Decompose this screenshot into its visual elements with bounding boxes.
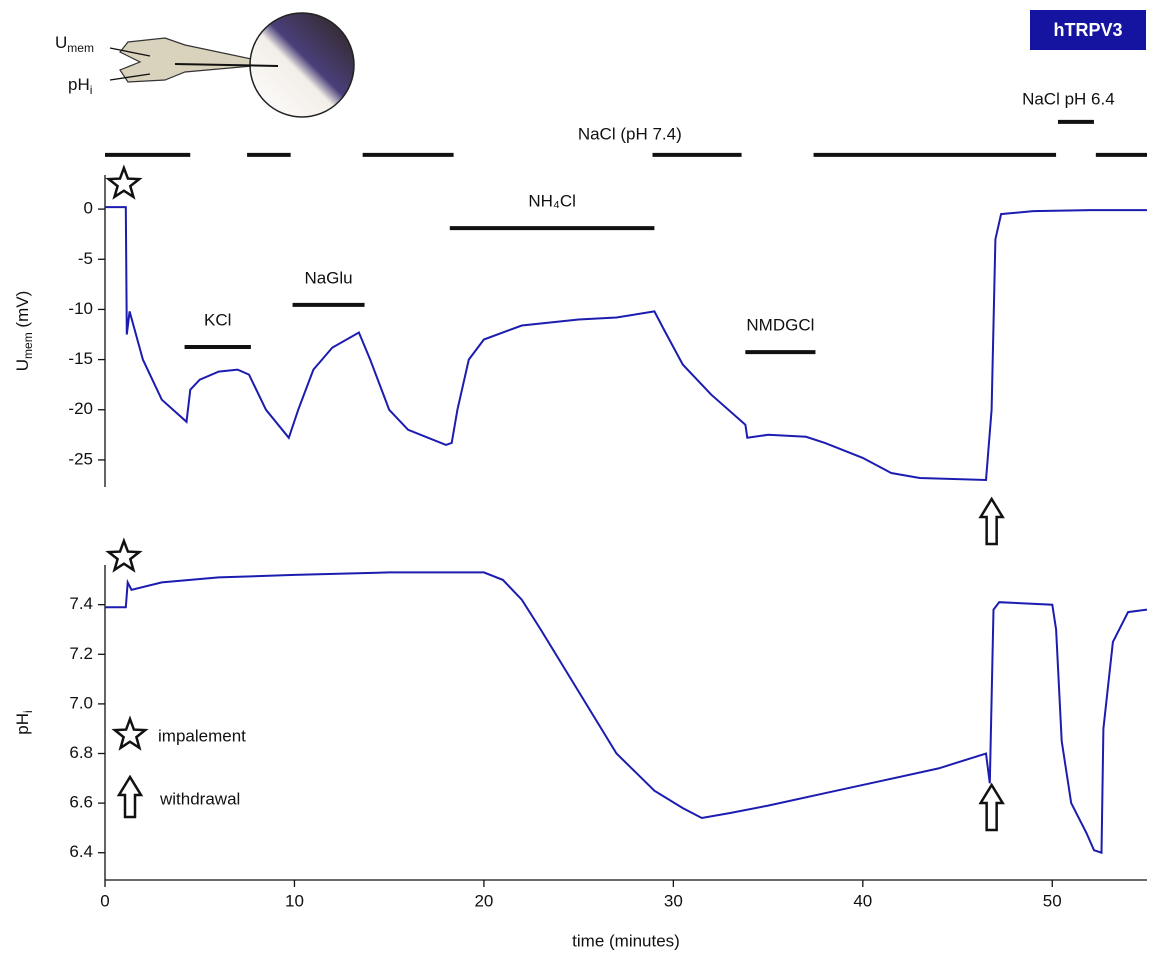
cartoon [110,13,354,117]
solution-label: NMDGCl [746,316,814,335]
y-tick-label: -5 [78,249,93,268]
trace [105,207,1147,480]
y-tick-label: -25 [68,449,93,468]
solution-label: KCl [204,311,231,330]
legend-star [115,719,145,748]
x-tick-label: 30 [664,891,683,910]
solution-label: NaCl pH 6.4 [1022,90,1115,109]
x-axis-label: time (minutes) [572,931,680,950]
withdrawal-arrow [981,499,1003,544]
label-main: pH [68,75,90,94]
y-tick-label: -15 [68,349,93,368]
x-tick-label: 20 [474,891,493,910]
chart: Umem pHi hTRPV3 0-5-10-15-20-25Umem (mV)… [0,0,1157,955]
y-label-part: mem [21,332,35,359]
solution-label: NH₄Cl [528,192,576,211]
legend-arrow [119,777,141,817]
y-tick-label: -10 [68,299,93,318]
y-label-part: (mV) [13,291,32,333]
cartoon-umem-label: Umem [55,33,94,55]
y-tick-label: 7.4 [69,594,93,613]
x-tick-label: 40 [853,891,872,910]
label-sub: i [90,83,93,97]
y-tick-label: 0 [84,199,93,218]
badge: hTRPV3 [1053,20,1122,40]
y-label-part: U [13,359,32,371]
label-sub: mem [67,41,94,55]
x-tick-label: 0 [100,891,109,910]
x-tick-label: 10 [285,891,304,910]
legend-label: withdrawal [159,789,240,808]
y-axis-label: pHi [13,710,35,734]
solution-label: NaCl (pH 7.4) [578,125,682,144]
y-tick-label: 7.0 [69,693,93,712]
y-tick-label: 6.6 [69,793,93,812]
y-label-part: pH [13,713,32,735]
y-axis-label: Umem (mV) [13,291,35,372]
y-tick-label: 6.4 [69,842,93,861]
page: {"badge": "hTRPV3", "cartoon": {"umem": … [0,0,1157,955]
impalement-star [109,168,140,197]
y-tick-label: 7.2 [69,644,93,663]
label-main: U [55,33,67,52]
withdrawal-arrow [981,785,1003,830]
legend-label: impalement [158,726,246,745]
x-tick-label: 50 [1043,891,1062,910]
cartoon-phi-label: pHi [68,75,92,97]
y-tick-label: 6.8 [69,743,93,762]
impalement-star [109,541,140,570]
solution-label: NaGlu [304,268,352,287]
y-tick-label: -20 [68,399,93,418]
y-label-part: i [21,710,35,713]
